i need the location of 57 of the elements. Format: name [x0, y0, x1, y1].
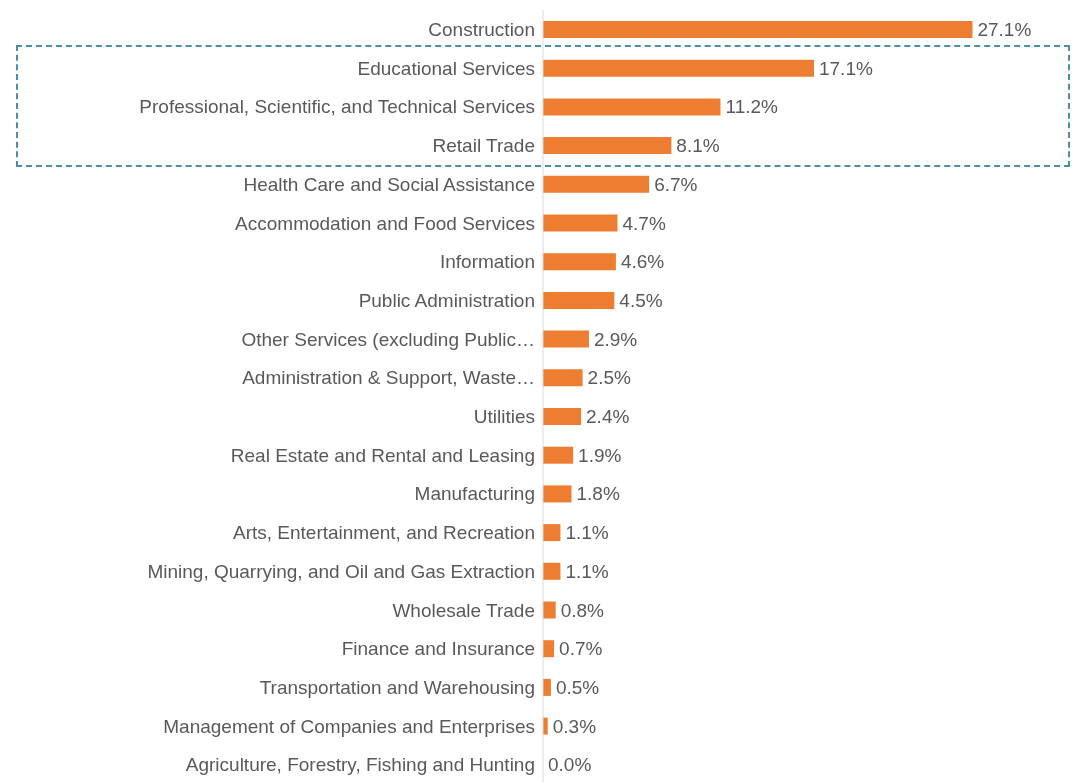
y-tick-label: Agriculture, Forestry, Fishing and Hunting — [185, 754, 535, 776]
bar — [543, 369, 583, 387]
y-tick-label: Other Services (excluding Public… — [241, 328, 535, 350]
y-tick-label: Construction — [428, 19, 535, 41]
y-tick-label: Professional, Scientific, and Technical Services — [139, 96, 535, 118]
data-label: 2.9% — [593, 328, 638, 350]
y-tick-label: Finance and Insurance — [341, 638, 535, 660]
data-label: 1.9% — [578, 444, 622, 466]
bar — [543, 524, 561, 542]
y-tick-label: Management of Companies and Enterprises — [163, 715, 535, 737]
bar — [543, 446, 574, 464]
data-label: 1.1% — [565, 560, 609, 582]
bar — [543, 214, 618, 232]
y-tick-label: Real Estate and Rental and Leasing — [230, 444, 535, 466]
y-tick-label: Public Administration — [358, 289, 535, 311]
y-tick-label: Retail Trade — [432, 135, 535, 157]
data-label: 27.1% — [977, 19, 1032, 40]
y-tick-label: Health Care and Social Assistance — [243, 173, 535, 195]
bar — [543, 137, 672, 155]
bar — [543, 21, 973, 38]
bar — [543, 175, 650, 193]
data-label: 0.5% — [555, 676, 600, 698]
data-label: 4.5% — [619, 289, 663, 311]
data-label: 11.2% — [725, 96, 779, 118]
y-tick-label: Administration & Support, Waste… — [242, 367, 535, 389]
data-label: 8.1% — [676, 135, 720, 157]
bar — [543, 253, 616, 271]
data-label: 1.8% — [576, 483, 620, 505]
bar — [543, 485, 572, 503]
bar — [543, 408, 582, 425]
y-tick-label: Wholesale Trade — [392, 599, 535, 621]
y-tick-label: Arts, Entertainment, and Recreation — [232, 522, 535, 544]
data-label: 4.6% — [620, 251, 665, 273]
y-tick-label: Mining, Quarrying, and Oil and Gas Extraction — [147, 560, 535, 582]
data-label: 4.7% — [622, 212, 666, 234]
data-label: 0.7% — [559, 638, 603, 660]
bar — [543, 601, 556, 619]
bar — [543, 330, 589, 348]
data-label: 17.1% — [818, 57, 873, 79]
y-tick-label: Utilities — [473, 406, 535, 428]
bar — [543, 291, 615, 309]
data-label: 0.8% — [560, 599, 605, 621]
y-tick-label: Educational Services — [357, 57, 535, 79]
data-label: 0.0% — [548, 754, 592, 776]
data-label: 0.3% — [552, 715, 597, 737]
y-tick-label: Accommodation and Food Services — [235, 212, 535, 234]
bar — [543, 98, 721, 116]
bar — [543, 562, 561, 580]
data-label: 2.5% — [587, 367, 632, 389]
y-tick-label: Information — [439, 251, 535, 273]
data-label: 1.1% — [565, 522, 609, 544]
bar — [543, 640, 555, 658]
y-tick-label: Manufacturing — [414, 483, 535, 505]
data-label: 2.4% — [586, 406, 630, 427]
bar — [543, 59, 814, 77]
y-tick-label: Transportation and Warehousing — [259, 676, 535, 698]
data-label: 6.7% — [654, 173, 698, 195]
